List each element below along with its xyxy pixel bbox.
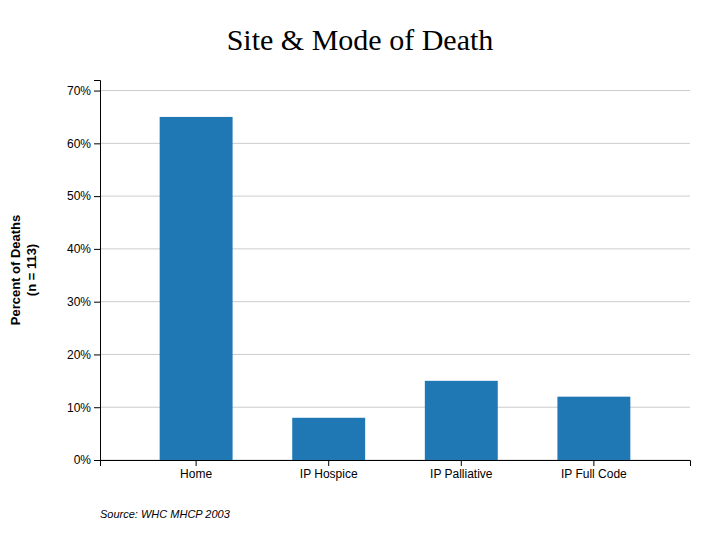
y-axis: 0% 10% 20% 30% 40% 50% 60% 70% [67,81,101,468]
y-tick: 50% [67,189,100,203]
y-tick: 60% [67,137,100,151]
x-tick: IP Full Code [561,460,627,481]
y-tick-label: 20% [67,348,91,362]
y-tick-label: 0% [74,453,92,467]
bar [160,117,233,460]
bars [160,117,631,460]
x-tick: IP Hospice [300,460,358,481]
y-tick-mark [94,143,100,144]
plot-area: Home IP Hospice IP Palliative IP Full Code 0… [8,81,691,481]
y-axis-label: Percent of Deaths [8,215,23,326]
y-axis-label: (n = 113) [24,244,39,296]
x-axis-line [101,461,691,467]
x-tick-label: IP Full Code [561,467,627,481]
x-tick-label: IP Palliative [430,467,493,481]
bar [425,381,498,460]
y-tick-label: 70% [67,84,91,98]
y-tick-label: 30% [67,295,91,309]
y-tick-mark [94,407,100,408]
x-tick-mark [196,460,197,466]
chart-container: Home IP Hospice IP Palliative IP Full Code 0… [0,0,720,540]
bar [292,418,365,460]
y-tick: 20% [67,348,100,362]
y-tick-label: 10% [67,401,91,415]
x-tick-label: IP Hospice [300,467,358,481]
title: Site & Mode of Death [227,23,494,56]
y-tick: 70% [67,84,100,98]
y-tick-mark [94,302,100,303]
y-tick-label: 60% [67,137,91,151]
y-tick-mark [94,196,100,197]
chart-svg: Home IP Hospice IP Palliative IP Full Code 0… [0,0,720,540]
grid-line [100,90,690,91]
y-axis-line [94,81,101,461]
x-tick-mark [461,460,462,466]
x-axis: Home IP Hospice IP Palliative IP Full Code [101,460,691,481]
y-tick: 0% [74,453,100,467]
grid [100,91,690,460]
y-tick-mark [94,354,100,355]
x-tick-mark [593,460,594,466]
x-tick: IP Palliative [430,460,493,481]
y-tick-label: 40% [67,242,91,256]
y-tick: 30% [67,295,100,309]
annotation: Source: WHC MHCP 2003 [100,508,231,520]
y-tick-mark [94,249,100,250]
y-tick-mark [94,460,100,461]
x-tick-mark [328,460,329,466]
bar [557,397,630,460]
x-tick: Home [180,460,212,481]
y-tick: 40% [67,242,100,256]
y-tick-mark [94,91,100,92]
y-tick-label: 50% [67,189,91,203]
x-tick-label: Home [180,467,212,481]
y-tick: 10% [67,401,100,415]
